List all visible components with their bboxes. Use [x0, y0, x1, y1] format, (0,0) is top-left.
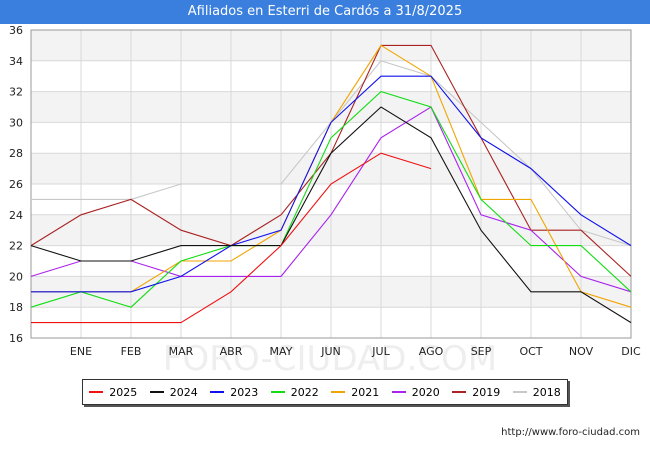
legend-item-2019: 2019	[452, 386, 500, 399]
legend-swatch	[89, 391, 104, 393]
series-line-2024	[30, 106, 632, 324]
series-line-2023	[31, 75, 632, 293]
legend-item-2023: 2023	[210, 386, 258, 399]
legend-item-2020: 2020	[391, 385, 440, 399]
x-tick-label: SEP	[471, 345, 492, 358]
legend-item-2018: 2018	[512, 385, 561, 399]
x-tick-label: NOV	[569, 345, 594, 358]
legend-swatch	[331, 391, 346, 393]
legend-label: 2025	[109, 385, 138, 399]
y-tick-label: 32	[9, 86, 23, 99]
y-tick-label: 34	[9, 55, 23, 68]
legend-swatch	[270, 391, 285, 393]
source-url: http://www.foro-ciudad.com	[501, 427, 640, 438]
legend-label: 2019	[472, 385, 501, 399]
legend-swatch	[149, 391, 164, 393]
legend-label: 2020	[411, 385, 440, 399]
y-tick-label: 16	[9, 332, 23, 345]
x-tick-label: MAR	[169, 345, 194, 358]
x-tick-label: MAY	[270, 345, 293, 358]
plot-frame	[30, 29, 632, 339]
series-line-2025	[31, 152, 432, 324]
y-tick-label: 18	[9, 301, 23, 314]
legend-item-2024: 2024	[149, 385, 198, 399]
y-tick-label: 28	[9, 147, 23, 160]
legend-label: 2022	[290, 385, 319, 399]
legend-label: 2018	[532, 385, 561, 399]
y-tick-label: 22	[9, 240, 23, 253]
y-tick-label: 20	[9, 270, 23, 283]
legend-label: 2024	[169, 385, 198, 399]
series-line-2022	[30, 90, 632, 308]
x-tick-label: JUN	[320, 345, 341, 358]
x-tick-label: ENE	[70, 345, 92, 358]
legend-item-2022: 2022	[270, 385, 319, 399]
y-tick-label: 30	[9, 116, 23, 129]
legend-item-2021: 2021	[331, 386, 379, 399]
x-tick-label: ABR	[220, 345, 243, 358]
x-tick-label: OCT	[519, 345, 542, 358]
y-tick-label: 36	[9, 24, 23, 37]
x-tick-label: FEB	[121, 345, 142, 358]
legend-item-2025: 2025	[89, 386, 137, 399]
chart-title: Afiliados en Esterri de Cardós a 31/8/20…	[187, 4, 463, 19]
legend-swatch	[512, 391, 527, 393]
legend-swatch	[391, 391, 406, 393]
x-tick-label: JUL	[371, 345, 390, 358]
watermark: FORO-CIUDAD.COM	[163, 339, 497, 379]
x-tick-label: AGO	[419, 345, 444, 358]
legend-label: 2023	[230, 385, 259, 399]
legend: 2025 2024 2023 2022 2021 2020 2019 2018	[82, 379, 568, 405]
y-tick-label: 26	[9, 178, 23, 191]
chart-title-bar: Afiliados en Esterri de Cardós a 31/8/20…	[0, 0, 650, 24]
legend-swatch	[210, 391, 225, 393]
y-tick-label: 24	[9, 209, 23, 222]
x-tick-label: DIC	[621, 345, 641, 358]
legend-label: 2021	[351, 385, 380, 399]
legend-swatch	[452, 391, 467, 393]
